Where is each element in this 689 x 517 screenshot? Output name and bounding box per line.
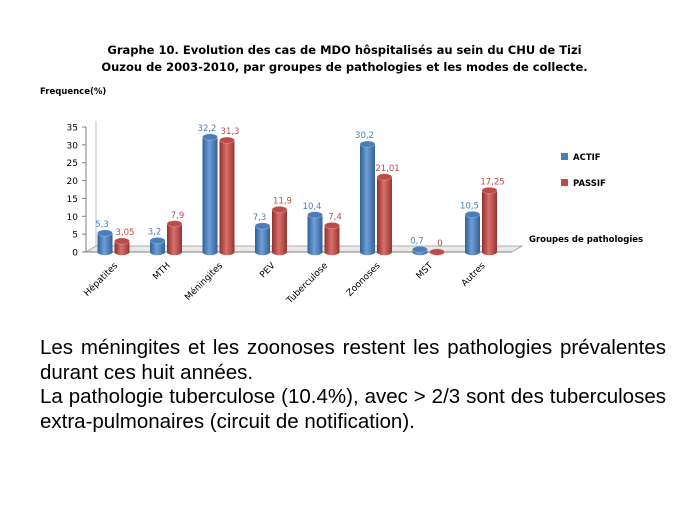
bar-passif-meningites [219, 136, 235, 256]
bar-actif-tuberculose-top [307, 211, 323, 219]
bar-passif-pev-body [272, 209, 287, 256]
bar-actif-mst [412, 246, 428, 256]
bar-passif-tuberculose-top [324, 222, 340, 230]
data-label-passif: 7,9 [171, 211, 185, 221]
y-tick-label: 35 [67, 124, 78, 134]
data-label-actif: 10,5 [460, 202, 479, 212]
bar-actif-pev [254, 222, 271, 256]
data-label-passif: 21,01 [375, 164, 399, 174]
bar-passif-mth-body [167, 223, 182, 256]
chart-title-line-2: Ouzou de 2003-2010, par groupes de patho… [101, 60, 588, 74]
bar-actif-mth-body [150, 240, 165, 256]
y-tick-label: 0 [72, 249, 78, 259]
legend-label-actif: ACTIF [573, 153, 601, 163]
bar-passif-pev [271, 206, 288, 256]
y-tick-label: 15 [67, 195, 78, 205]
bar-actif-meningites-body [202, 137, 218, 256]
x-axis-label: Groupes de pathologies [529, 235, 643, 245]
data-label-actif: 32,2 [198, 124, 217, 134]
data-label-passif: 7,4 [328, 213, 342, 223]
bar-passif-mst-top [429, 248, 445, 256]
data-label-passif: 11,9 [273, 197, 292, 207]
bar-passif-autres [481, 186, 498, 256]
data-label-actif: 5,3 [95, 220, 109, 230]
bar-passif-hepatites-body [114, 241, 130, 256]
data-label-actif: 7,3 [253, 213, 267, 223]
bar-actif-tuberculose [307, 211, 323, 256]
y-axis-label: Frequence(%) [40, 87, 107, 97]
bar-passif-zoonoses-top [376, 173, 393, 181]
bar-passif-meningites-body [219, 140, 235, 256]
bar-passif-pev-top [271, 206, 288, 214]
data-label-actif: 3,2 [148, 228, 162, 238]
bar-actif-hepatites-body [97, 233, 113, 256]
bar-passif-hepatites-top [114, 237, 130, 245]
chart-labels: 5,3 3,05 Hépatites 3,2 7,9 MTH 32,2 31,3 Méningi… [82, 124, 505, 307]
y-tick-label: 20 [67, 177, 79, 187]
bar-passif-zoonoses [376, 173, 393, 256]
legend-label-passif: PASSIF [573, 179, 606, 189]
data-label-actif: 30,2 [355, 131, 374, 141]
x-tick-label: PEV [258, 260, 278, 280]
bar-actif-autres-top [464, 211, 481, 219]
bar-actif-hepatites [97, 229, 113, 256]
bar-passif-mth [166, 220, 183, 256]
bar-actif-tuberculose-body [307, 214, 323, 256]
y-tick-label: 30 [67, 141, 79, 151]
x-tick-label: MST [415, 261, 436, 282]
bar-passif-zoonoses-body [377, 176, 392, 256]
bar-actif-zoonoses [359, 140, 376, 256]
bar-actif-meningites [202, 133, 218, 256]
paragraph-tuberculosis: La pathologie tuberculose (10.4%), avec … [40, 385, 666, 433]
bar-passif-mth-top [166, 220, 183, 228]
bar-actif-autres [464, 211, 481, 256]
bar-actif-zoonoses-body [360, 144, 375, 256]
bar-actif-mth [149, 237, 166, 256]
data-label-passif: 31,3 [221, 127, 240, 137]
data-label-actif: 0,7 [410, 237, 424, 247]
x-tick-label: Méningites [183, 260, 226, 303]
bar-actif-mst-top [412, 246, 428, 254]
x-tick-label: Hépatites [82, 260, 121, 299]
data-label-passif: 3,05 [116, 228, 135, 238]
y-tick-label: 25 [67, 159, 78, 169]
bar-passif-tuberculose [324, 222, 340, 256]
bar-actif-mth-top [149, 237, 166, 245]
y-tick-label: 10 [67, 213, 79, 223]
bar-passif-hepatites [114, 237, 130, 256]
chart-legend: ACTIF PASSIF [561, 153, 606, 189]
x-tick-label: Zoonoses [345, 261, 383, 299]
x-tick-label: MTH [151, 261, 172, 282]
bar-actif-pev-top [254, 222, 271, 230]
bar-passif-tuberculose-body [324, 225, 340, 256]
bar-passif-autres-body [482, 190, 497, 256]
x-tick-label: Autres [460, 261, 488, 289]
bar-actif-hepatites-top [97, 229, 113, 237]
bar-actif-pev-body [255, 225, 270, 256]
chart-title: Graphe 10. Evolution des cas de MDO hôsp… [0, 42, 689, 76]
data-label-passif: 0 [437, 239, 442, 249]
bar-actif-autres-body [465, 214, 480, 256]
bar-passif-autres-top [481, 186, 498, 194]
x-tick-label: Tuberculose [285, 261, 331, 307]
legend-swatch-actif [561, 153, 568, 160]
data-label-actif: 10,4 [303, 202, 322, 212]
slide-body-text: Les méningites et les zoonoses restent l… [40, 336, 666, 434]
bar-actif-meningites-top [202, 133, 218, 141]
bar-actif-zoonoses-top [359, 140, 376, 148]
chart-axes: 0 5 10 15 20 25 30 35 Groupes de pathologies [67, 124, 644, 259]
chart-bars [97, 133, 498, 256]
legend-swatch-passif [561, 179, 568, 186]
data-label-passif: 17,25 [480, 177, 504, 187]
bar-passif-mst [429, 248, 445, 256]
paragraph-meningitis-zoonoses: Les méningites et les zoonoses restent l… [40, 336, 666, 384]
bar-passif-meningites-top [219, 136, 235, 144]
y-tick-label: 5 [72, 231, 78, 241]
chart-title-line-1: Graphe 10. Evolution des cas de MDO hôsp… [107, 43, 582, 57]
bar-chart: 0 5 10 15 20 25 30 35 Groupes de pathologies 5,3… [67, 121, 644, 307]
